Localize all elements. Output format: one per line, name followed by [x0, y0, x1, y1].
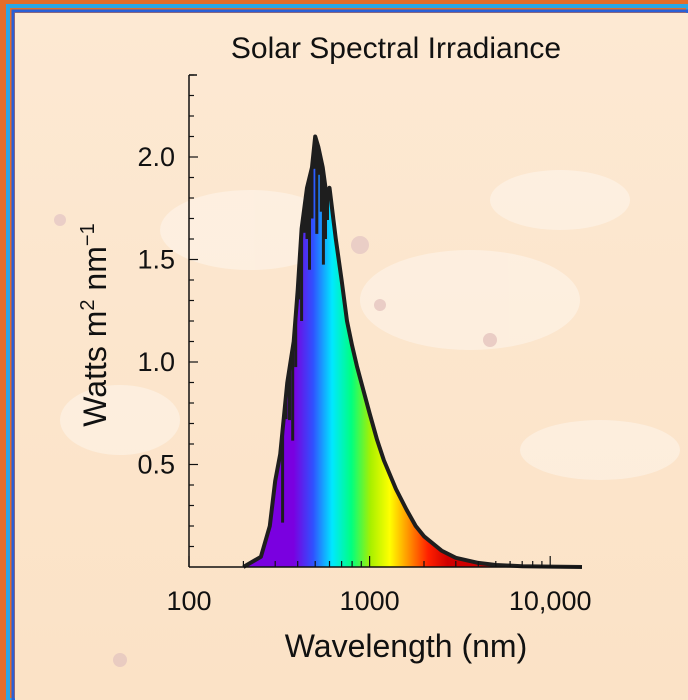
frame-line-outer: [6, 4, 688, 700]
y-tick-label: 2.0: [137, 142, 175, 172]
chart: 0.5 1.0 1.5 2.0 100 1000 10,000: [137, 74, 592, 616]
background-texture: [54, 170, 680, 667]
x-tick-label: 1000: [340, 586, 400, 616]
y-axis-label: Watts m2 nm−1: [77, 223, 113, 426]
y-axis-label-sup: 2: [77, 299, 99, 310]
spectrum-area: [243, 136, 582, 567]
chart-title: Solar Spectral Irradiance: [231, 32, 561, 65]
y-tick-label: 0.5: [137, 450, 175, 480]
y-axis-label-sup2: −1: [77, 223, 99, 246]
x-axis-label: Wavelength (nm): [285, 628, 527, 664]
y-axis-label-base2: nm: [77, 246, 113, 299]
x-tick-label: 100: [166, 586, 211, 616]
x-tick-label: 10,000: [509, 586, 592, 616]
y-tick-label: 1.5: [137, 245, 175, 275]
y-tick-label: 1.0: [137, 347, 175, 377]
y-axis-label-base: Watts m: [77, 311, 113, 427]
frame-line-inner: [11, 9, 688, 700]
